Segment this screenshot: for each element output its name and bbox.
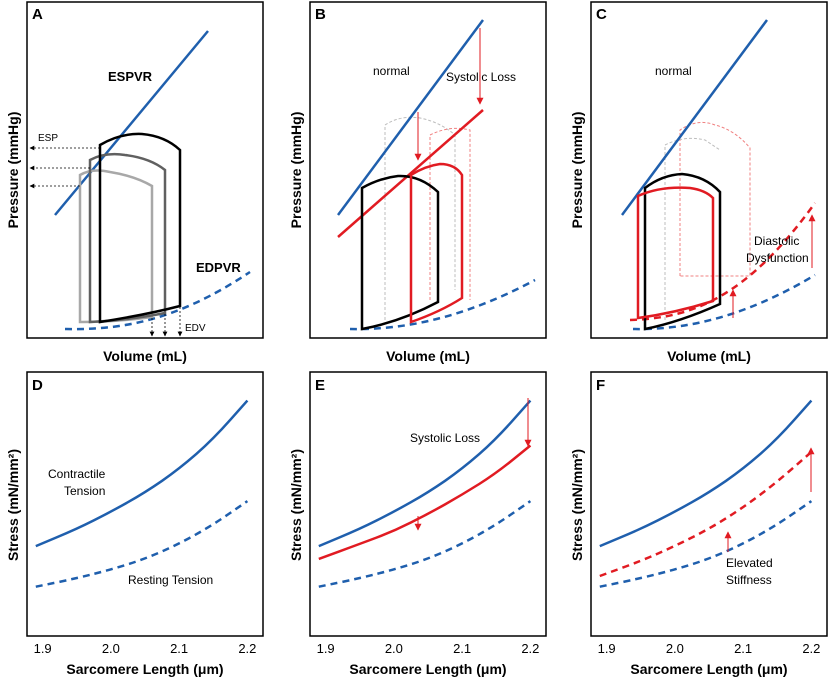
- panel-b-letter: B: [315, 6, 326, 23]
- panel-b: B Pressure (mmHg) Volume (mL) normal Sys…: [288, 1, 547, 364]
- panel-b-systolic-loss-label: Systolic Loss: [446, 70, 516, 84]
- panel-b-ghost-loop-gray: [384, 116, 456, 320]
- panel-c-ghost-loop-red: [679, 121, 751, 277]
- panel-c-normal-label: normal: [655, 64, 692, 78]
- panel-c-edpvr-normal: [632, 273, 816, 331]
- panel-f-series-0: [599, 399, 813, 548]
- panel-f-elevated-label-1: Elevated: [726, 556, 773, 570]
- panel-d-contractile-label-1: Contractile: [48, 467, 106, 481]
- panel-b-ghost-loop-red: [429, 127, 471, 300]
- panel-d-letter: D: [32, 377, 43, 394]
- panel-f-frame: [590, 371, 828, 637]
- panel-a-edv-label: EDV: [185, 323, 206, 334]
- panel-d-frame: [26, 371, 264, 637]
- panel-e-series-0: [318, 399, 532, 548]
- panel-e-series-2: [318, 500, 532, 588]
- panel-b-edpvr-line: [349, 278, 536, 331]
- panel-e-letter: E: [315, 377, 325, 394]
- panel-f: F Stress (mN/mm²) Sarcomere Length (μm) …: [569, 371, 828, 677]
- panel-d-contractile-label-2: Tension: [64, 484, 105, 498]
- panel-f-xtick-1: 2.0: [666, 641, 684, 656]
- panel-d-resting-label: Resting Tension: [128, 573, 213, 587]
- panel-c-ylabel: Pressure (mmHg): [569, 112, 585, 229]
- panel-f-ylabel: Stress (mN/mm²): [569, 449, 585, 561]
- panel-e-series-1: [318, 444, 532, 561]
- panel-a: A Pressure (mmHg) Volume (mL) ESPVR EDPV…: [5, 1, 264, 364]
- panel-f-series-2: [599, 500, 813, 588]
- panel-c-edpvr-stiff: [629, 202, 817, 322]
- panel-c-diastolic-label-2: Dysfunction: [746, 251, 809, 265]
- panel-d-plot: 1.9 2.0 2.1 2.2: [34, 399, 256, 656]
- panel-a-ylabel: Pressure (mmHg): [5, 112, 21, 229]
- panel-d-xtick-1: 2.0: [102, 641, 120, 656]
- panel-f-elevated-label-2: Stiffness: [726, 573, 772, 587]
- panel-f-series-1: [599, 450, 813, 578]
- panel-b-ylabel: Pressure (mmHg): [288, 112, 304, 229]
- panel-e: E Stress (mN/mm²) Sarcomere Length (μm) …: [288, 371, 547, 677]
- panel-f-xtick-0: 1.9: [598, 641, 616, 656]
- panel-e-plot: 1.9 2.0 2.1 2.2: [317, 399, 539, 656]
- panel-d-xtick-0: 1.9: [34, 641, 52, 656]
- panel-a-espvr-label: ESPVR: [108, 69, 153, 84]
- panel-d-xlabel: Sarcomere Length (μm): [66, 661, 223, 677]
- panel-f-xtick-3: 2.2: [802, 641, 820, 656]
- panel-b-loop-normal: [360, 174, 440, 331]
- panel-c: C Pressure (mmHg) Volume (mL) normal Dia…: [569, 1, 828, 364]
- panel-c-frame: [590, 1, 828, 339]
- panel-a-loop-mid: [88, 152, 167, 324]
- panel-e-ylabel: Stress (mN/mm²): [288, 449, 304, 561]
- panel-c-letter: C: [596, 6, 607, 23]
- panel-d: D Stress (mN/mm²) Sarcomere Length (μm) …: [5, 371, 264, 677]
- panel-c-ghost-loop-gray: [664, 137, 721, 320]
- panel-d-xtick-3: 2.2: [238, 641, 256, 656]
- panel-c-loop-diastolic: [636, 186, 715, 320]
- panel-a-esp-label: ESP: [38, 133, 58, 144]
- panel-a-edpvr-label: EDPVR: [196, 260, 241, 275]
- panel-a-espvr-line: [54, 30, 209, 216]
- panel-a-edpvr-line: [64, 270, 251, 331]
- panel-b-normal-label: normal: [373, 64, 410, 78]
- panel-b-frame: [309, 1, 547, 339]
- panel-d-series-1: [35, 500, 249, 588]
- panel-f-xlabel: Sarcomere Length (μm): [630, 661, 787, 677]
- panel-a-frame: [26, 1, 264, 339]
- panel-d-series-0: [35, 399, 249, 548]
- panel-e-xlabel: Sarcomere Length (μm): [349, 661, 506, 677]
- panel-c-espvr-line: [620, 19, 769, 216]
- panel-f-xtick-2: 2.1: [734, 641, 752, 656]
- panel-a-xlabel: Volume (mL): [103, 348, 187, 364]
- panel-d-ylabel: Stress (mN/mm²): [5, 449, 21, 561]
- panel-f-plot: 1.9 2.0 2.1 2.2: [598, 399, 820, 656]
- panel-c-loop-normal: [643, 172, 722, 331]
- panel-e-xtick-2: 2.1: [453, 641, 471, 656]
- panel-f-letter: F: [596, 377, 605, 394]
- panel-a-letter: A: [32, 6, 43, 23]
- panel-c-diastolic-label-1: Diastolic: [754, 234, 799, 248]
- panel-e-xtick-3: 2.2: [521, 641, 539, 656]
- panel-b-espvr-normal: [336, 19, 485, 216]
- panel-e-xtick-0: 1.9: [317, 641, 335, 656]
- panel-b-loop-loss: [409, 162, 464, 324]
- panel-e-frame: [309, 371, 547, 637]
- panel-d-xtick-2: 2.1: [170, 641, 188, 656]
- panel-e-systolic-loss-label: Systolic Loss: [410, 431, 480, 445]
- panel-c-xlabel: Volume (mL): [667, 348, 751, 364]
- panel-b-xlabel: Volume (mL): [386, 348, 470, 364]
- panel-e-xtick-1: 2.0: [385, 641, 403, 656]
- panel-a-loop-black: [98, 132, 182, 324]
